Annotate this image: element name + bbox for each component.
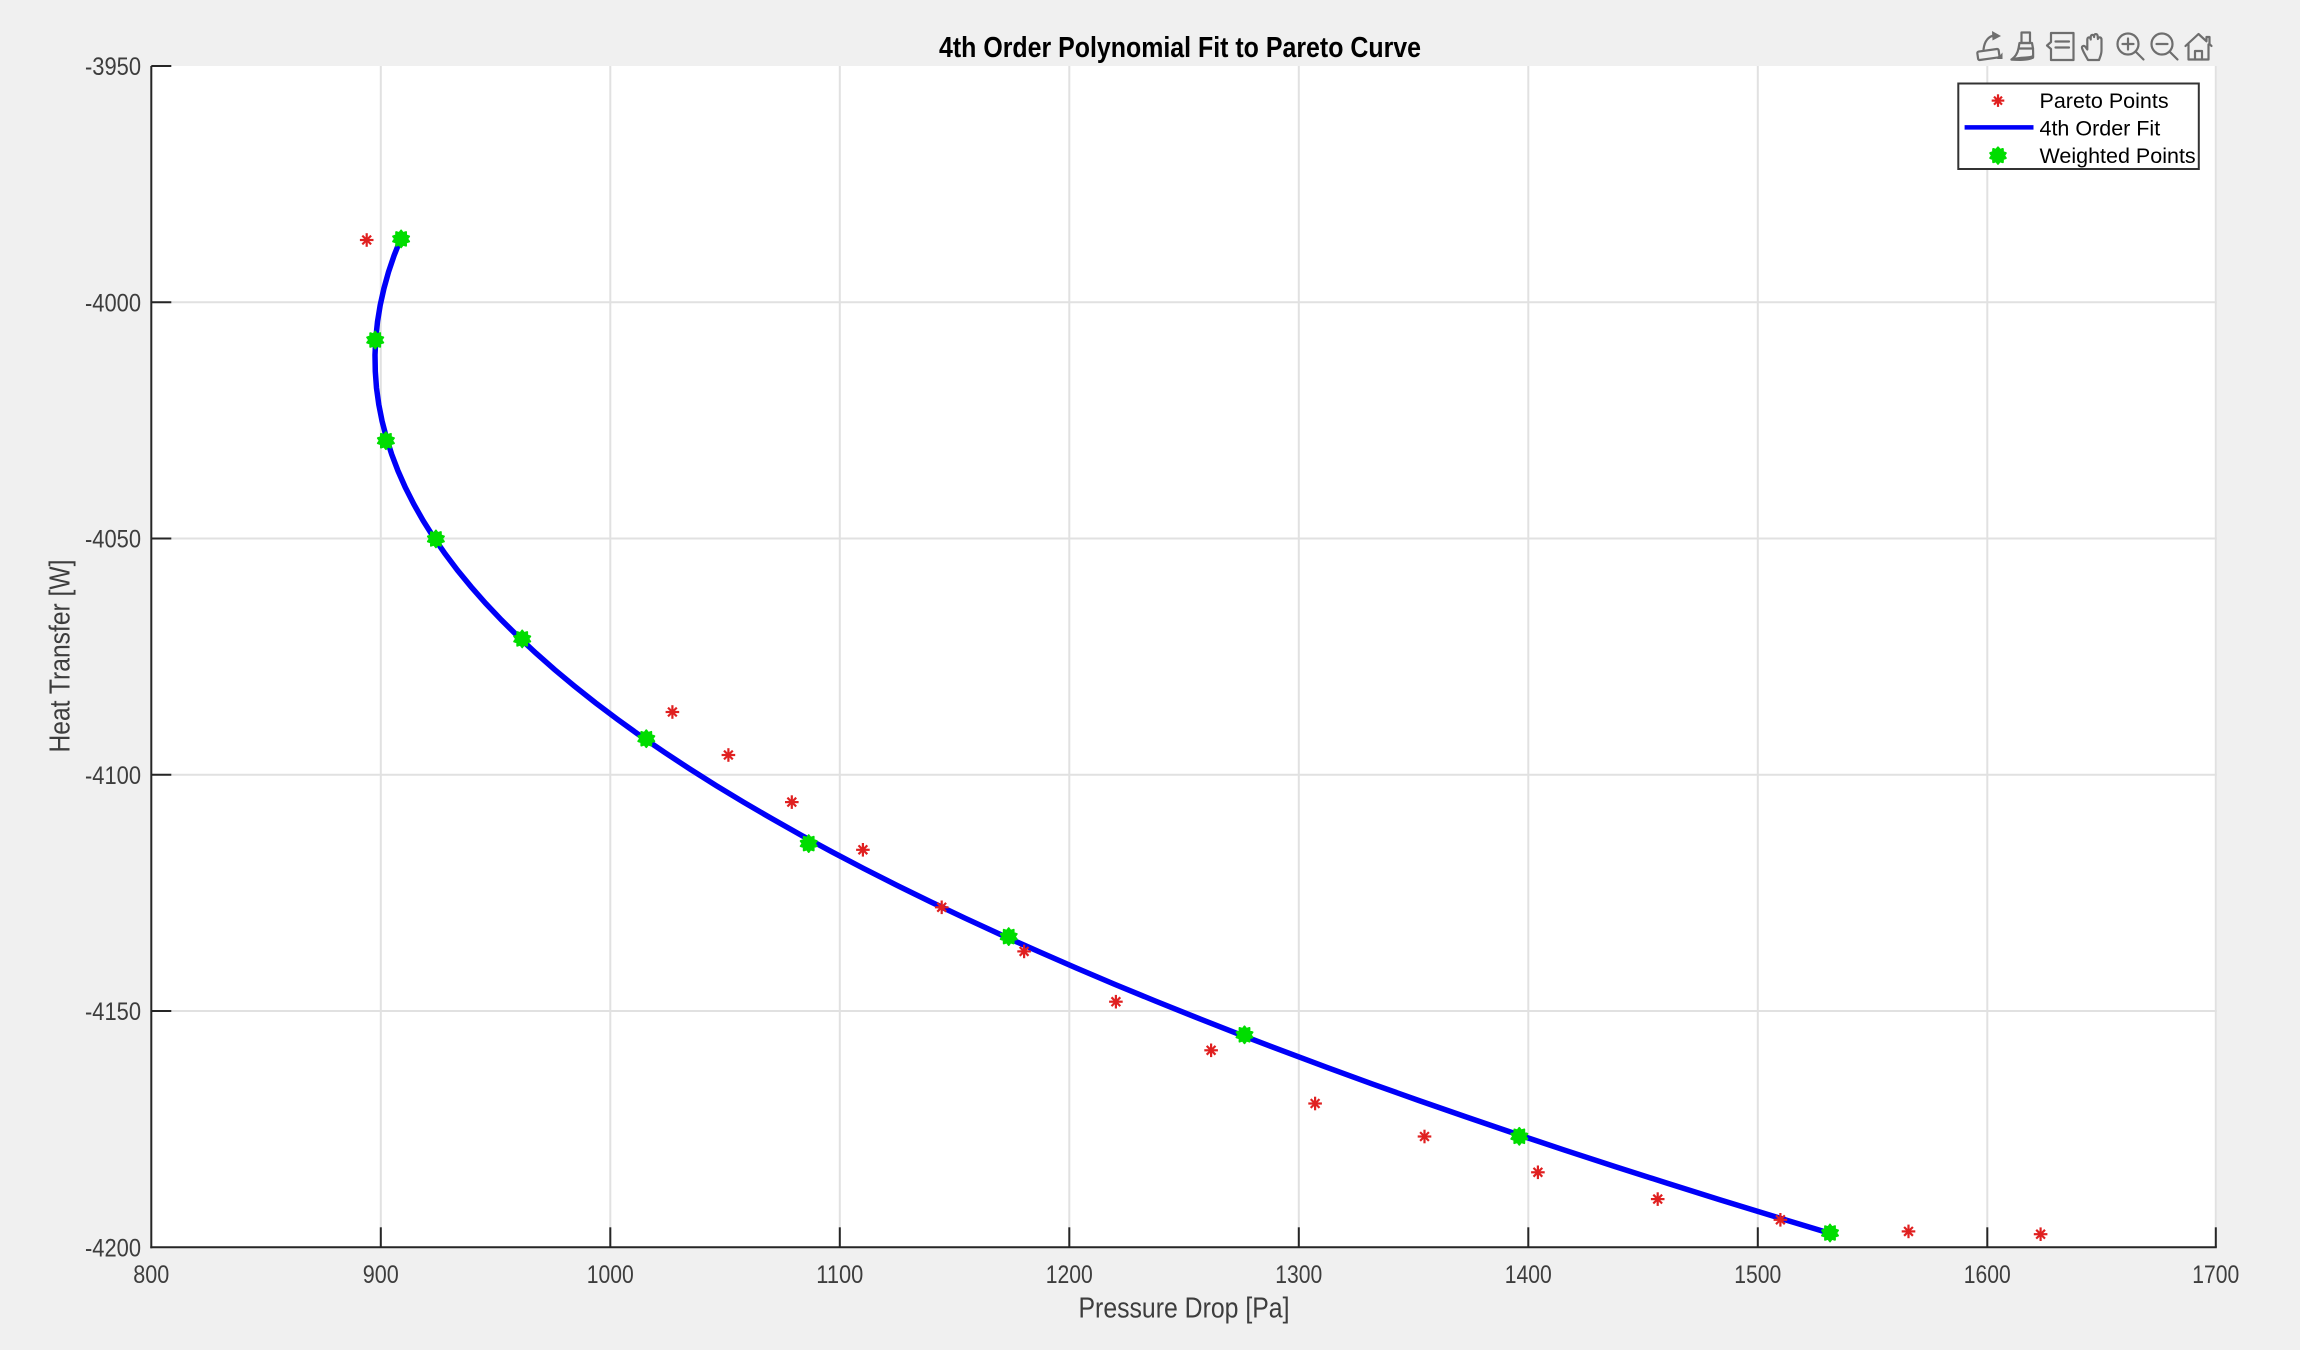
svg-text:1400: 1400 [1505, 1261, 1552, 1289]
svg-text:1100: 1100 [816, 1261, 863, 1289]
svg-text:Pressure Drop [Pa]: Pressure Drop [Pa] [1079, 1293, 1290, 1325]
svg-text:800: 800 [133, 1261, 169, 1289]
svg-text:-4150: -4150 [85, 998, 141, 1026]
svg-text:-4100: -4100 [85, 762, 141, 790]
svg-text:-4000: -4000 [85, 289, 141, 317]
svg-text:1200: 1200 [1046, 1261, 1093, 1289]
svg-text:1000: 1000 [587, 1261, 634, 1289]
svg-text:900: 900 [363, 1261, 399, 1289]
svg-text:Pareto Points: Pareto Points [2040, 89, 2169, 113]
svg-text:1700: 1700 [2192, 1261, 2239, 1289]
svg-text:-4050: -4050 [85, 526, 141, 554]
svg-text:-3950: -3950 [85, 53, 141, 81]
svg-text:4th Order Fit: 4th Order Fit [2040, 117, 2161, 141]
svg-text:4th Order Polynomial Fit to Pa: 4th Order Polynomial Fit to Pareto Curve [939, 32, 1421, 64]
svg-text:Weighted Points: Weighted Points [2040, 144, 2196, 168]
svg-text:-4200: -4200 [85, 1234, 141, 1262]
svg-text:1600: 1600 [1964, 1261, 2011, 1289]
svg-text:1500: 1500 [1734, 1261, 1781, 1289]
svg-text:1300: 1300 [1275, 1261, 1322, 1289]
svg-text:Heat Transfer [W]: Heat Transfer [W] [45, 560, 77, 753]
